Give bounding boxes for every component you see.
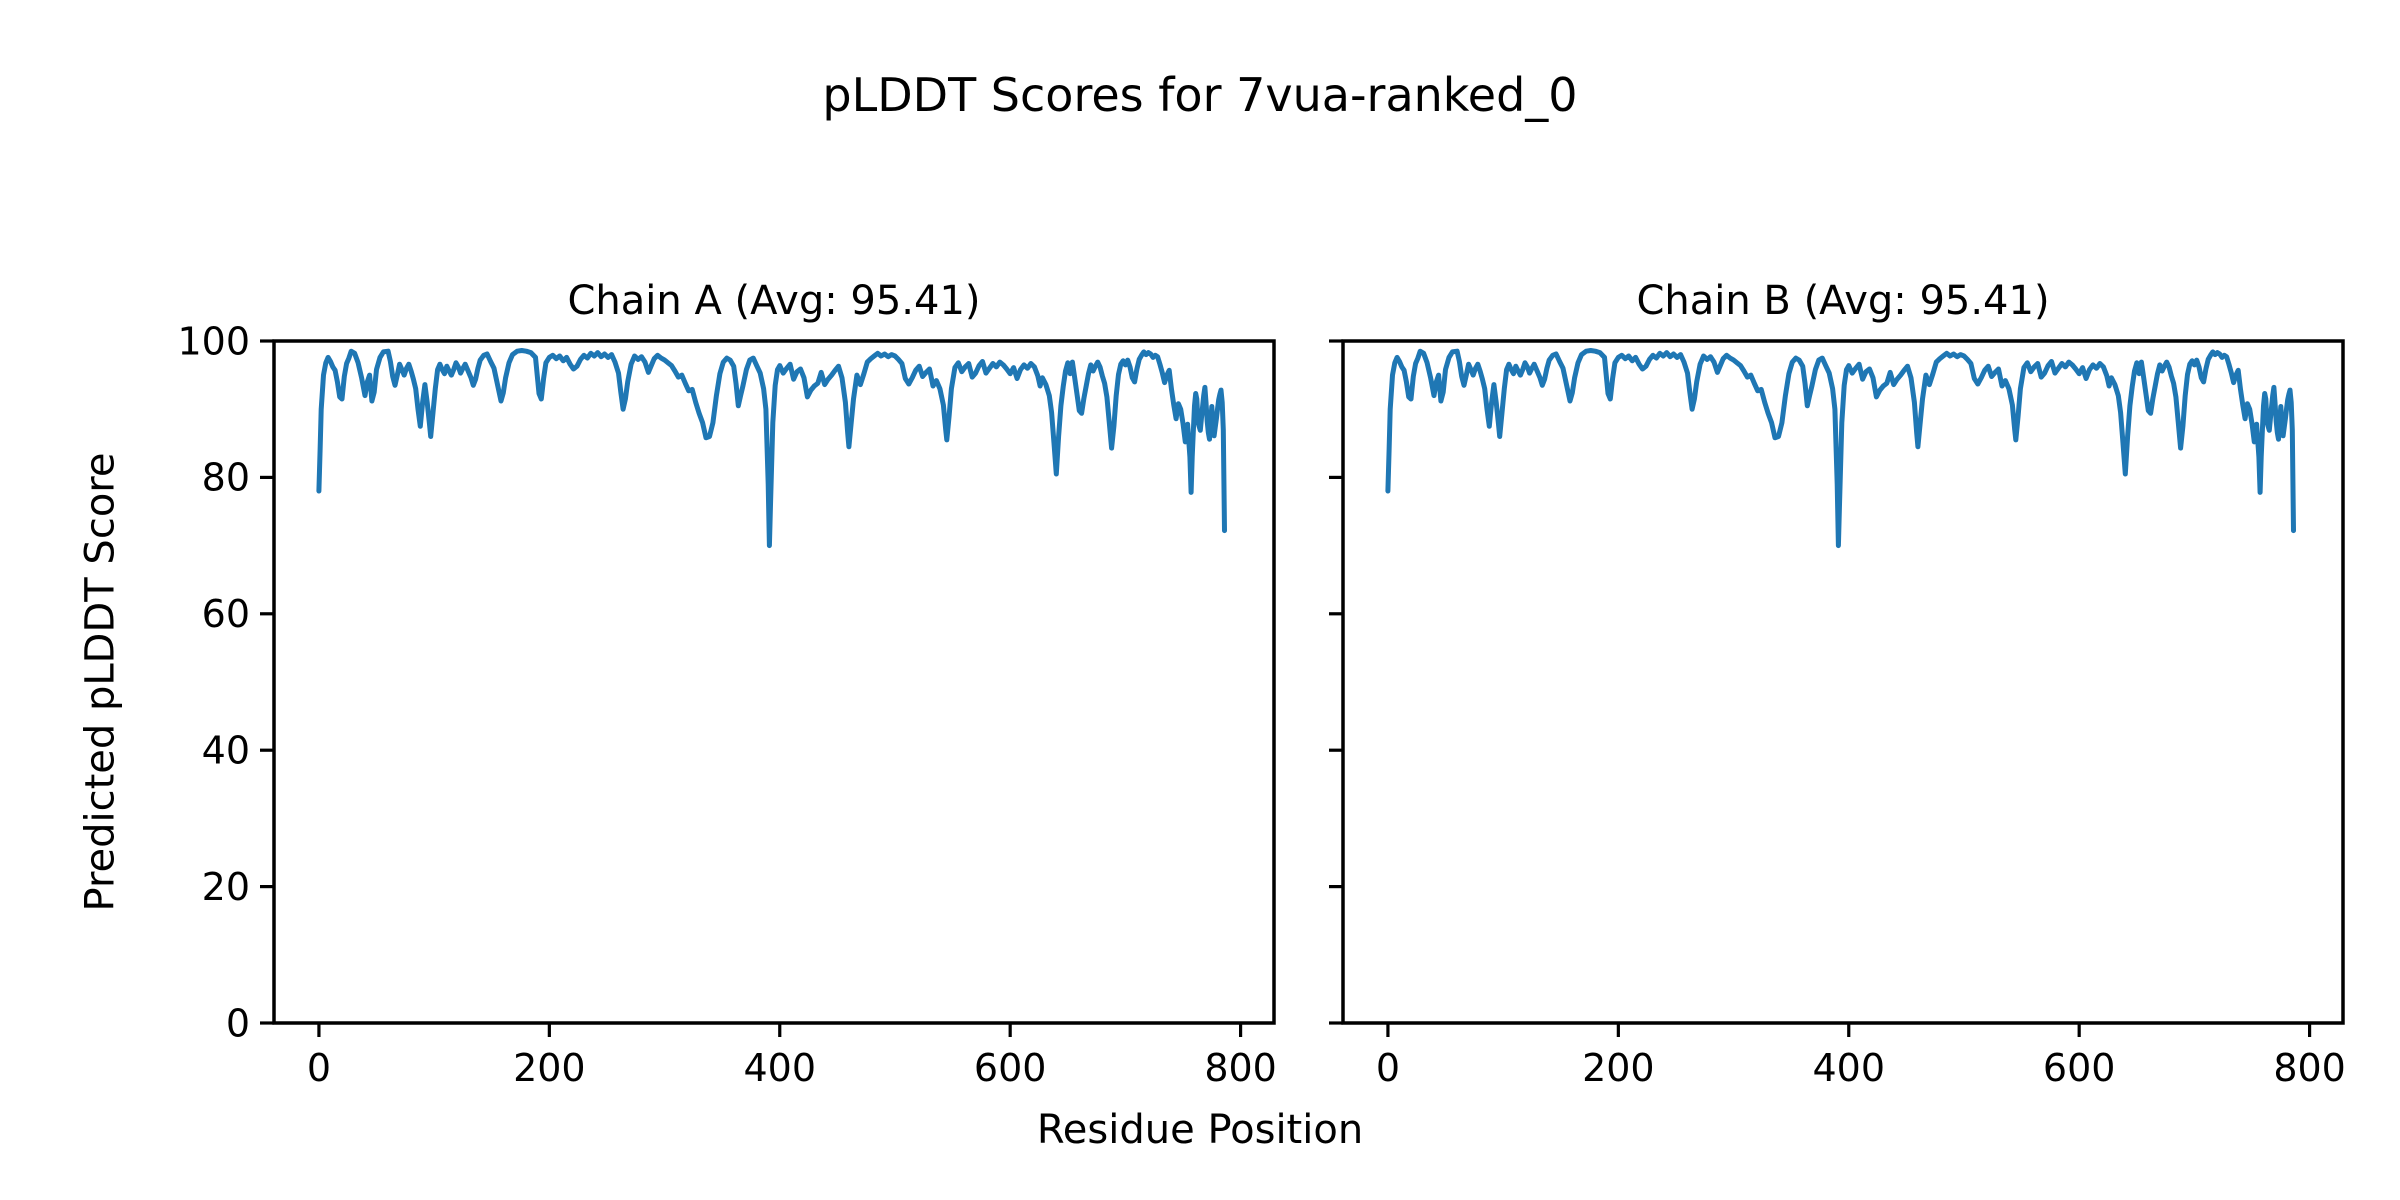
plddt-line bbox=[316, 348, 1227, 549]
figure-title: pLDDT Scores for 7vua-ranked_0 bbox=[822, 68, 1578, 122]
chain-b-title: Chain B (Avg: 95.41) bbox=[1636, 278, 2050, 324]
y-axis-label: Predicted pLDDT Score bbox=[77, 452, 124, 912]
axes-spines bbox=[272, 339, 1276, 1025]
x-tick-label: 800 bbox=[1204, 1046, 1277, 1090]
y-tick-label: 20 bbox=[202, 865, 250, 909]
plot-svg: 0 200 400 600 800 0 20 40 60 80 100 bbox=[177, 319, 1276, 1090]
x-tick-label: 0 bbox=[307, 1046, 331, 1090]
y-tick-label: 40 bbox=[202, 729, 250, 773]
plddt-line bbox=[1385, 348, 2296, 549]
x-tick-label: 400 bbox=[743, 1046, 816, 1090]
x-tick-label: 200 bbox=[1582, 1046, 1655, 1090]
y-tick-label: 80 bbox=[202, 456, 250, 500]
y-tick-label: 100 bbox=[177, 319, 250, 363]
x-tick-label: 600 bbox=[2043, 1046, 2116, 1090]
chain-a-title: Chain A (Avg: 95.41) bbox=[567, 278, 981, 324]
axes-spines bbox=[1341, 339, 2345, 1025]
y-axis-label-wrap: Predicted pLDDT Score bbox=[72, 341, 128, 1023]
x-tick-label: 0 bbox=[1376, 1046, 1400, 1090]
y-tick-label: 60 bbox=[202, 592, 250, 636]
x-tick-label: 200 bbox=[513, 1046, 586, 1090]
y-tick-label: 0 bbox=[226, 1001, 250, 1045]
x-tick-label: 800 bbox=[2273, 1046, 2346, 1090]
plot-svg: 0 200 400 600 800 bbox=[1329, 339, 2346, 1090]
chain-b-plot: 0 200 400 600 800 bbox=[1329, 339, 2346, 1090]
x-axis-label: Residue Position bbox=[1036, 1107, 1364, 1153]
x-tick-label: 600 bbox=[974, 1046, 1047, 1090]
chain-a-plot: 0 200 400 600 800 0 20 40 60 80 100 bbox=[177, 319, 1276, 1090]
x-tick-label: 400 bbox=[1812, 1046, 1885, 1090]
